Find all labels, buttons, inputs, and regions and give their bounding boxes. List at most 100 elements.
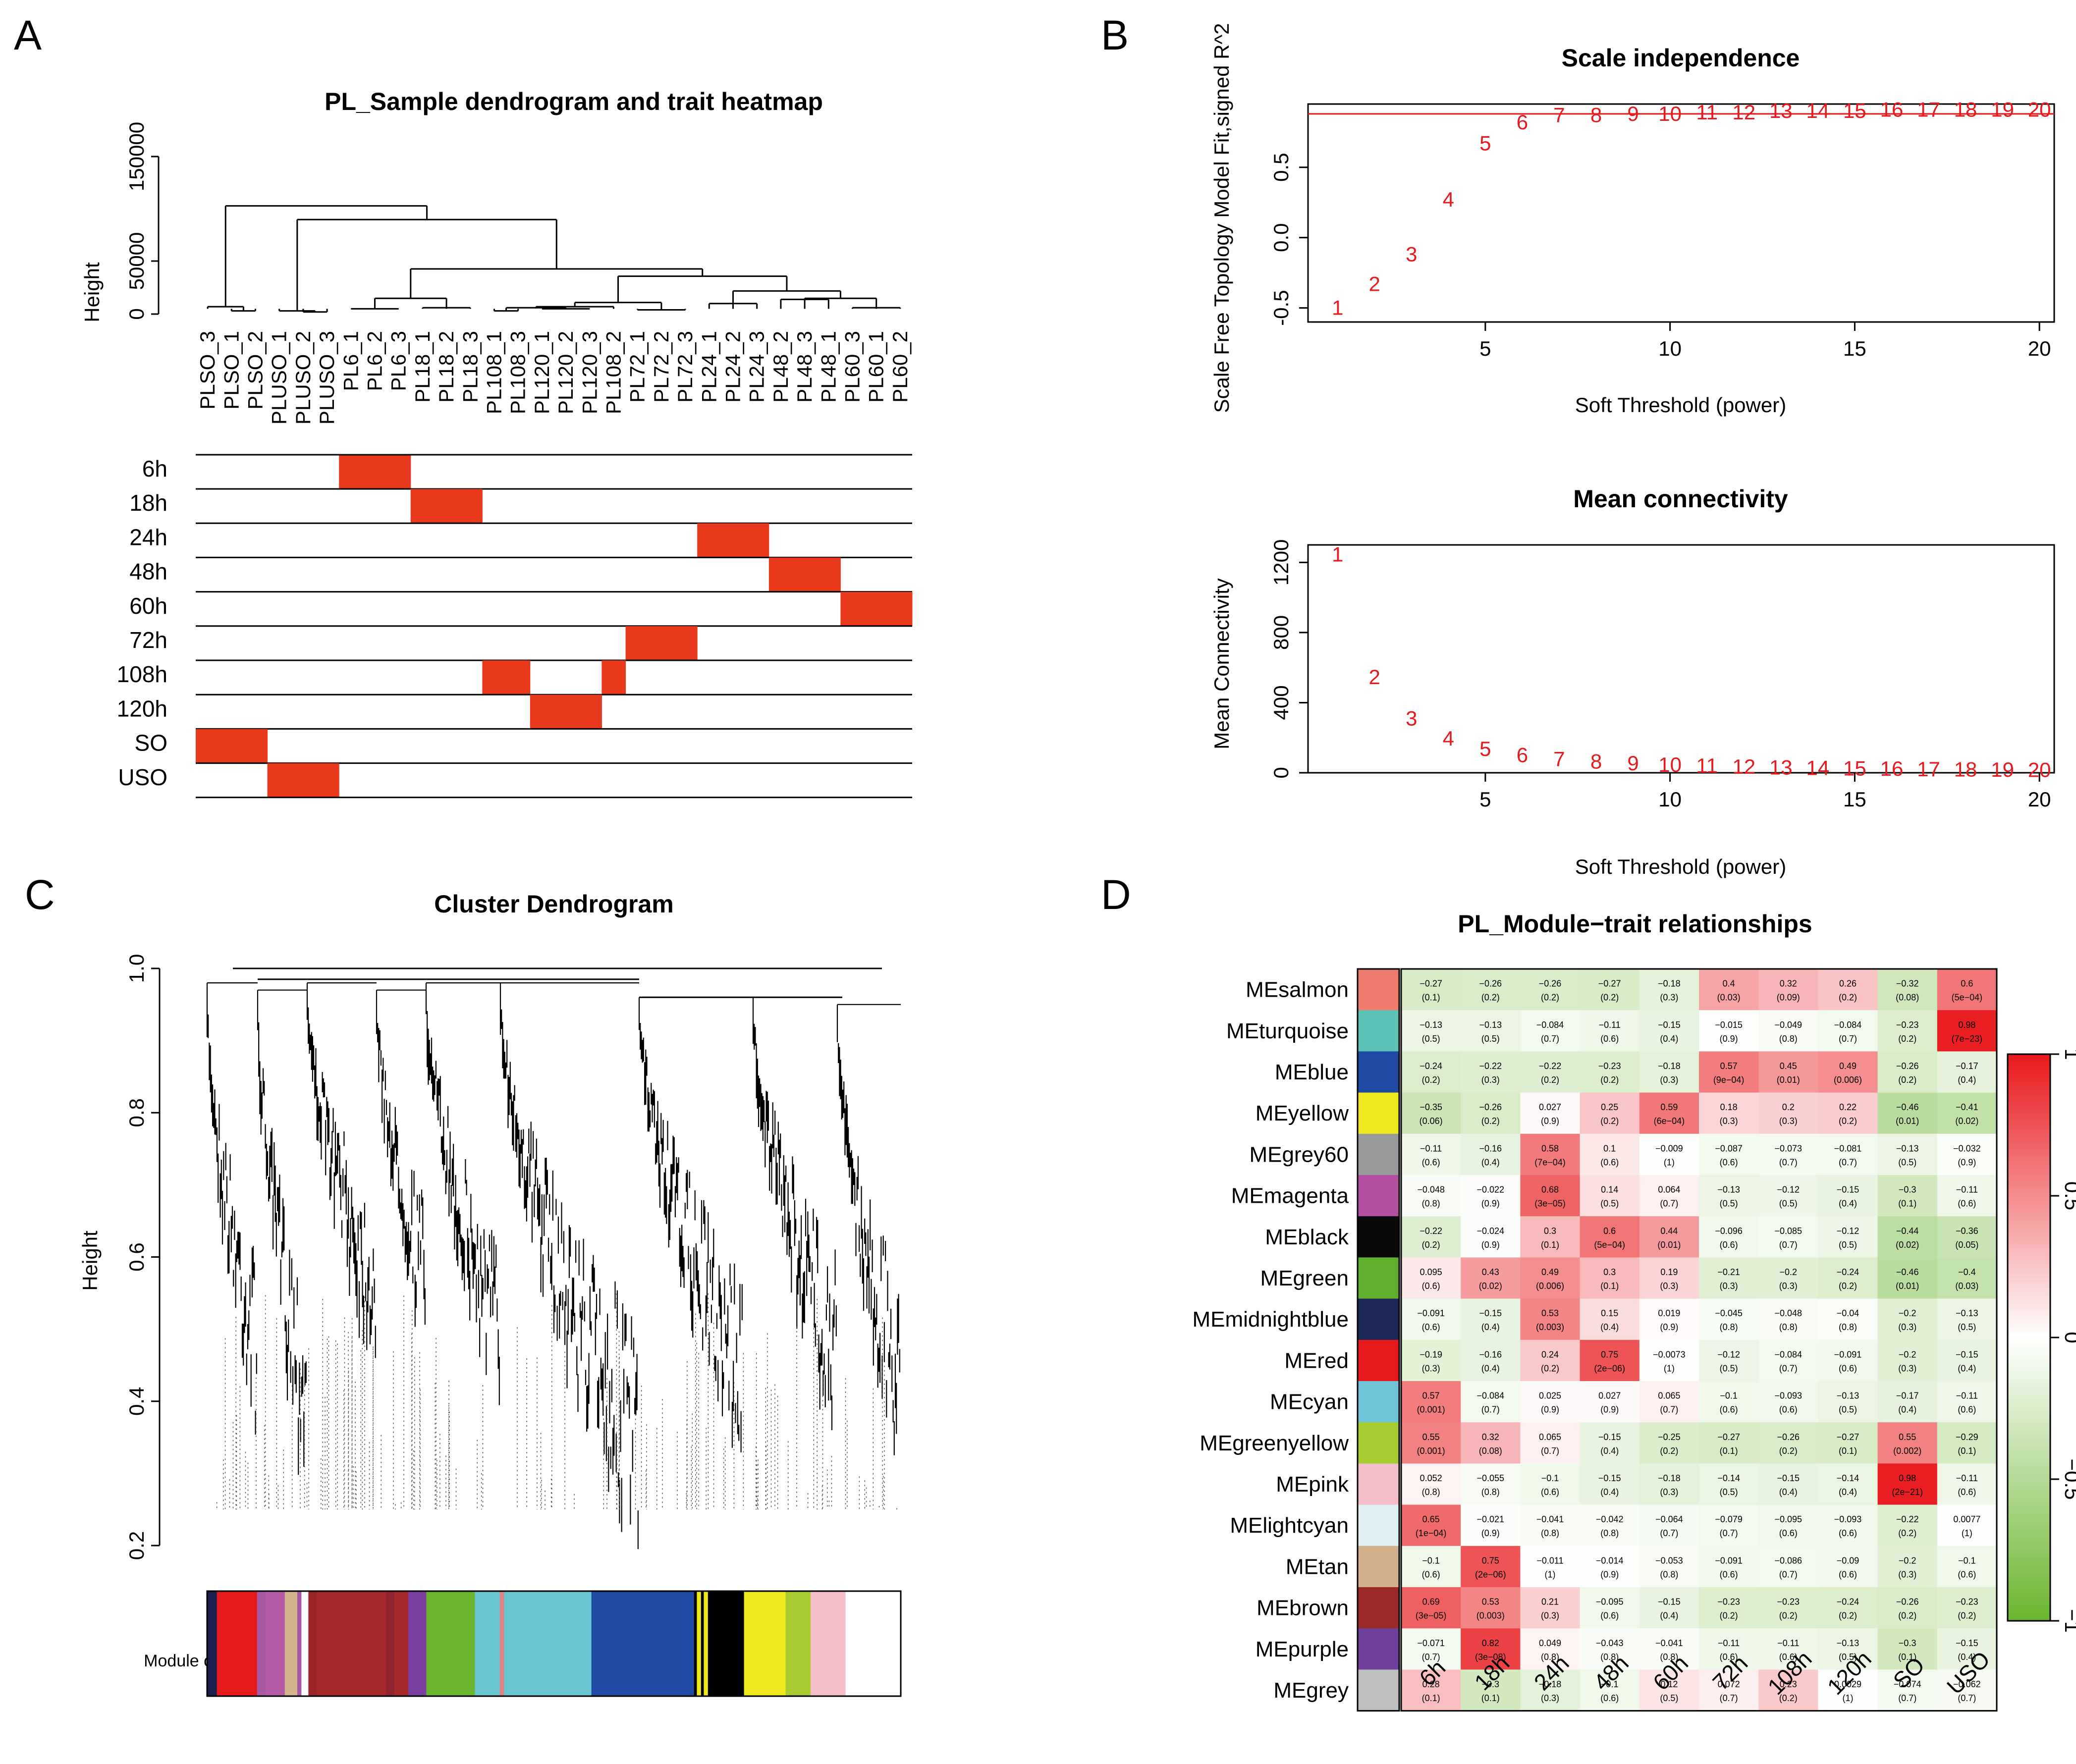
- power-point: 10: [1658, 753, 1682, 776]
- correlation-value: −0.24: [1837, 1597, 1859, 1607]
- power-point: 5: [1479, 737, 1491, 760]
- p-value: (0.2): [1541, 1363, 1559, 1373]
- trait-label: 120h: [117, 695, 167, 721]
- p-value: (0.6): [1720, 1405, 1738, 1415]
- p-value: (0.7): [1720, 1528, 1738, 1538]
- cluster-dendrogram-title: Cluster Dendrogram: [434, 890, 673, 918]
- correlation-value: −0.2: [1899, 1555, 1916, 1565]
- correlation-value: −0.055: [1477, 1473, 1505, 1483]
- module-color-segment: [207, 1591, 218, 1696]
- panel-a-ylabel: Height: [80, 262, 104, 322]
- p-value: (0.2): [1481, 993, 1500, 1003]
- scale-independence-xlabel: Soft Threshold (power): [1575, 393, 1786, 417]
- p-value: (0.5): [1720, 1487, 1738, 1497]
- correlation-value: 0.28: [1422, 1679, 1440, 1689]
- correlation-value: −0.11: [1420, 1143, 1442, 1153]
- correlation-value: −0.13: [1479, 1020, 1502, 1030]
- correlation-value: −0.24: [1837, 1267, 1859, 1277]
- p-value: (0.6): [1422, 1157, 1440, 1167]
- heat-cell: [1699, 1092, 1759, 1134]
- cluster-dendrogram-ylabel: Height: [78, 1230, 102, 1291]
- p-value: (1e−04): [1416, 1528, 1447, 1538]
- correlation-value: −0.3: [1899, 1185, 1916, 1195]
- correlation-value: 0.44: [1660, 1226, 1678, 1236]
- heat-cell: [1461, 969, 1521, 1011]
- correlation-value: −0.46: [1896, 1267, 1919, 1277]
- module-label: MEyellow: [1256, 1101, 1349, 1125]
- p-value: (0.2): [1600, 1075, 1619, 1085]
- heat-cell: [1818, 1216, 1878, 1258]
- p-value: (0.03): [1717, 993, 1741, 1003]
- p-value: (0.2): [1839, 1281, 1857, 1291]
- p-value: (0.5): [1958, 1322, 1976, 1332]
- correlation-value: 0.26: [1839, 979, 1857, 989]
- heat-cell: [1401, 1339, 1461, 1382]
- p-value: (0.5): [1600, 1199, 1619, 1209]
- correlation-value: 0.019: [1658, 1308, 1680, 1318]
- p-value: (0.6): [1958, 1405, 1976, 1415]
- correlation-value: −0.19: [1420, 1349, 1442, 1359]
- heat-cell: [1639, 969, 1699, 1011]
- sample-label: PL108_1: [483, 331, 506, 414]
- p-value: (0.5): [1839, 1240, 1857, 1250]
- correlation-value: −0.022: [1477, 1185, 1505, 1195]
- heat-cell: [1758, 1422, 1818, 1464]
- sample-dendrogram: [207, 205, 901, 313]
- heat-cell: [1639, 1051, 1699, 1093]
- p-value: (0.02): [1955, 1116, 1978, 1126]
- correlation-value: 0.49: [1839, 1061, 1857, 1071]
- heat-cell: [1877, 1628, 1938, 1670]
- trait-cell: [578, 695, 602, 729]
- heat-cell: [1699, 1587, 1759, 1629]
- heat-cell: [1639, 1010, 1699, 1052]
- module-color-segment: [744, 1591, 786, 1696]
- correlation-value: −0.11: [1599, 1020, 1621, 1030]
- trait-label: 6h: [142, 456, 167, 481]
- x-tick: 15: [1843, 337, 1866, 360]
- p-value: (0.3): [1660, 1487, 1678, 1497]
- p-value: (0.6): [1779, 1405, 1798, 1415]
- correlation-value: −0.15: [1479, 1308, 1502, 1318]
- module-swatch: [1358, 1051, 1399, 1093]
- heat-cell: [1520, 1257, 1581, 1299]
- correlation-value: −0.26: [1539, 979, 1562, 989]
- heat-cell: [1520, 1463, 1581, 1505]
- p-value: (0.3): [1481, 1075, 1500, 1085]
- trait-label: 60h: [129, 593, 167, 619]
- correlation-value: 0.49: [1541, 1267, 1559, 1277]
- power-point: 15: [1843, 757, 1866, 780]
- module-color-segment: [408, 1591, 427, 1696]
- power-point: 2: [1369, 272, 1380, 295]
- sample-label: PL120_1: [530, 331, 553, 414]
- heat-cell: [1520, 1669, 1581, 1711]
- heat-cell: [1580, 1051, 1640, 1093]
- trait-cell: [625, 626, 650, 660]
- heat-cell: [1461, 1092, 1521, 1134]
- heat-cell: [1758, 1092, 1818, 1134]
- heat-cell: [1580, 1257, 1640, 1299]
- power-point: 7: [1553, 747, 1565, 770]
- x-tick: 5: [1479, 337, 1491, 360]
- module-trait-heatmap: −0.27 (0.1) −0.26 (0.2) −0.26 (0.2) −0.27 (0.2)…: [1400, 968, 1998, 1712]
- correlation-value: −0.1: [1720, 1391, 1738, 1401]
- sample-label: PL18_1: [411, 331, 434, 403]
- p-value: (2e−06): [1594, 1363, 1625, 1373]
- power-point: 5: [1479, 131, 1491, 155]
- correlation-value: −0.11: [1956, 1185, 1978, 1195]
- colorbar-tick: 0.5: [2061, 1181, 2076, 1210]
- heat-cell: [1937, 1216, 1997, 1258]
- p-value: (0.08): [1479, 1446, 1502, 1456]
- heat-cell: [1461, 1175, 1521, 1217]
- p-value: (0.2): [1422, 1075, 1440, 1085]
- p-value: (0.2): [1958, 1611, 1976, 1621]
- heat-cell: [1639, 1216, 1699, 1258]
- correlation-value: −0.23: [1598, 1061, 1621, 1071]
- y-tick: -0.5: [1269, 290, 1293, 325]
- correlation-value: −0.084: [1477, 1391, 1505, 1401]
- trait-cell: [673, 626, 698, 660]
- heat-cell: [1937, 1257, 1997, 1299]
- module-color-segment: [394, 1591, 409, 1696]
- module-swatch: [1358, 1422, 1399, 1464]
